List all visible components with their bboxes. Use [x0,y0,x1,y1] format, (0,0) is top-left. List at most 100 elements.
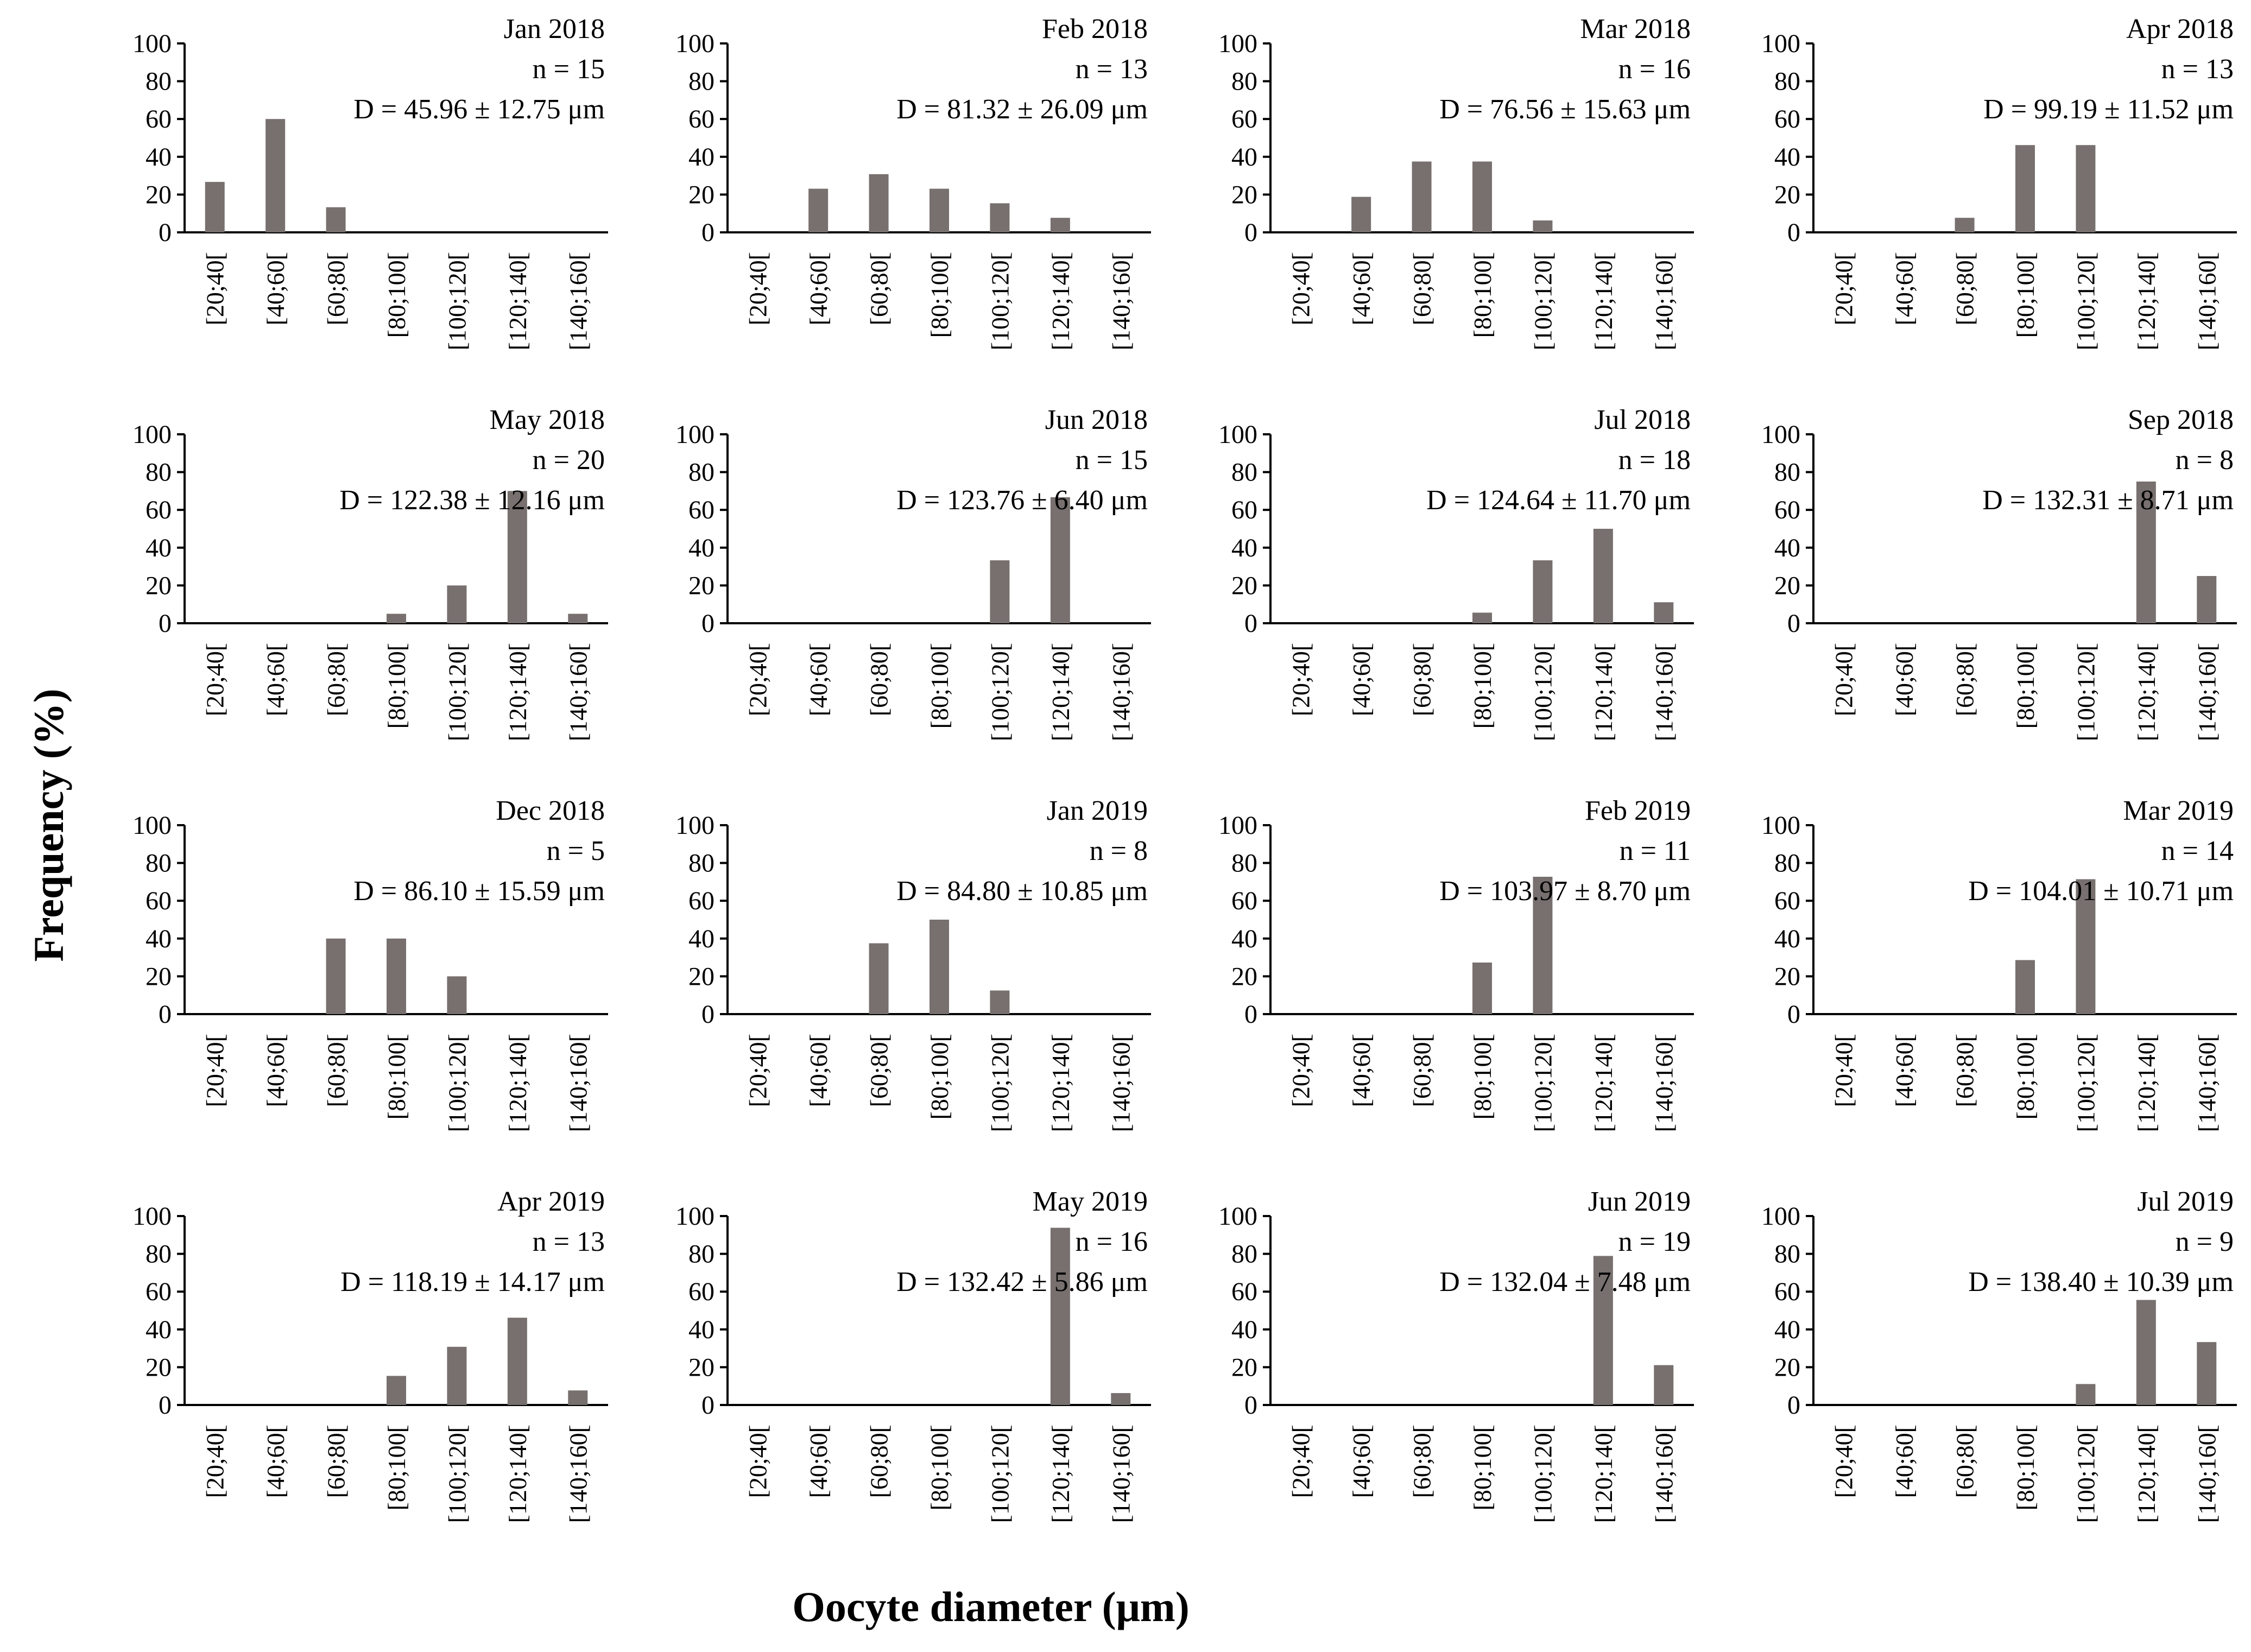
bar [869,943,889,1014]
y-tick-label: 60 [1231,887,1257,915]
panel-feb-2019: 0 20 40 60 80 100 [20;40[[40;60[[60;80[[80;100… [1218,795,1694,1132]
y-tick-label: 0 [1244,609,1257,638]
sample-size-label: n = 15 [1076,445,1148,476]
y-tick-label: 60 [1774,1277,1800,1306]
bar [447,976,467,1014]
bar [1050,1227,1070,1405]
x-tick-label: [60;80[ [1408,252,1436,325]
y-tick-label: 100 [1761,1202,1800,1231]
y-tick-label: 80 [146,849,172,878]
y-tick-label: 80 [1774,1240,1800,1269]
x-tick-label: [40;60[ [1348,1034,1375,1107]
y-tick-label: 80 [688,67,714,96]
y-tick-label: 0 [1244,218,1257,247]
bar [265,119,286,232]
bar [326,938,346,1014]
panel-title: Jan 2019 [1047,795,1148,826]
panel-title: Mar 2018 [1580,14,1691,45]
x-tick-label: [120;140[ [504,252,532,350]
y-tick-label: 0 [701,218,714,247]
x-tick-label: [140;160[ [1650,643,1678,741]
sample-size-label: n = 9 [2176,1226,2234,1257]
y-tick-label: 40 [1774,925,1800,953]
x-tick-label: [40;60[ [1890,1034,1918,1107]
bar [1111,1393,1131,1405]
bar [2136,482,2156,623]
x-tick-label: [60;80[ [323,643,350,716]
y-tick-label: 80 [146,458,172,487]
y-tick-label: 40 [1231,534,1257,562]
x-tick-label: [140;160[ [1107,252,1135,350]
mean-diameter-label: D = 104.01 ± 10.71 μm [1968,876,2234,907]
x-tick-label: [60;80[ [323,252,350,325]
y-tick-label: 80 [1774,67,1800,96]
bar [568,1390,588,1405]
bar [930,920,949,1014]
mean-diameter-label: D = 122.38 ± 12.16 μm [339,485,605,516]
x-tick-label: [140;160[ [1107,1034,1135,1132]
x-tick-label: [40;60[ [262,1034,289,1107]
bar [869,174,889,232]
sample-size-label: n = 13 [533,1226,605,1257]
x-tick-label: [140;160[ [1650,252,1678,350]
y-tick-label: 40 [1231,143,1257,172]
y-tick-label: 60 [1774,887,1800,915]
mean-diameter-label: D = 45.96 ± 12.75 μm [353,94,605,125]
bar [990,560,1010,623]
bar [447,1346,467,1405]
y-tick-label: 0 [701,609,714,638]
x-tick-label: [100;120[ [443,1425,471,1523]
mean-diameter-label: D = 132.04 ± 7.48 μm [1439,1267,1691,1297]
x-tick-label: [20;40[ [1830,252,1858,325]
x-tick-label: [120;140[ [1047,1034,1074,1132]
y-tick-label: 100 [1218,811,1257,840]
panel-title: Apr 2018 [2126,14,2234,45]
x-tick-label: [140;160[ [1107,643,1135,741]
sample-size-label: n = 8 [2176,445,2234,476]
y-tick-label: 60 [1774,105,1800,134]
y-tick-label: 100 [132,420,172,449]
bar [1050,218,1070,232]
bar [447,585,467,623]
mean-diameter-label: D = 124.64 ± 11.70 μm [1426,485,1691,516]
sample-size-label: n = 14 [2161,836,2234,866]
x-tick-label: [80;100[ [383,643,410,729]
x-tick-label: [20;40[ [1830,643,1858,716]
bar [2076,145,2096,232]
x-tick-label: [60;80[ [865,1425,893,1498]
x-tick-label: [80;100[ [2012,252,2039,338]
bar [2076,1384,2096,1405]
x-axis-title: Oocyte diameter (μm) [792,1583,1190,1630]
sample-size-label: n = 19 [1618,1226,1691,1257]
y-tick-label: 80 [146,67,172,96]
y-tick-label: 20 [1774,1353,1800,1382]
x-tick-label: [80;100[ [2012,1425,2039,1510]
x-tick-label: [20;40[ [1287,1425,1315,1498]
y-tick-label: 100 [1761,811,1800,840]
x-tick-label: [120;140[ [1047,1425,1074,1523]
y-tick-label: 0 [1787,609,1800,638]
x-tick-label: [20;40[ [1287,1034,1315,1107]
y-tick-label: 40 [146,1315,172,1344]
x-tick-label: [100;120[ [986,643,1014,741]
bar [1955,218,1975,232]
x-tick-label: [60;80[ [865,1034,893,1107]
x-tick-label: [100;120[ [1529,1425,1557,1523]
x-tick-label: [40;60[ [262,252,289,325]
x-tick-label: [100;120[ [986,1034,1014,1132]
y-tick-label: 60 [1231,1277,1257,1306]
x-tick-label: [120;140[ [504,643,532,741]
x-tick-label: [80;100[ [2012,1034,2039,1119]
x-tick-label: [120;140[ [504,1034,532,1132]
y-tick-label: 0 [159,1391,172,1420]
bar [568,613,588,623]
x-tick-label: [40;60[ [805,1034,832,1107]
panel-mar-2019: 0 20 40 60 80 100 [20;40[[40;60[[60;80[[80;100… [1761,795,2237,1132]
sample-size-label: n = 16 [1076,1226,1148,1257]
bar [1654,1365,1674,1405]
x-tick-label: [120;140[ [504,1425,532,1523]
x-tick-label: [60;80[ [1408,643,1436,716]
x-tick-label: [60;80[ [1408,1034,1436,1107]
y-tick-label: 40 [1231,1315,1257,1344]
